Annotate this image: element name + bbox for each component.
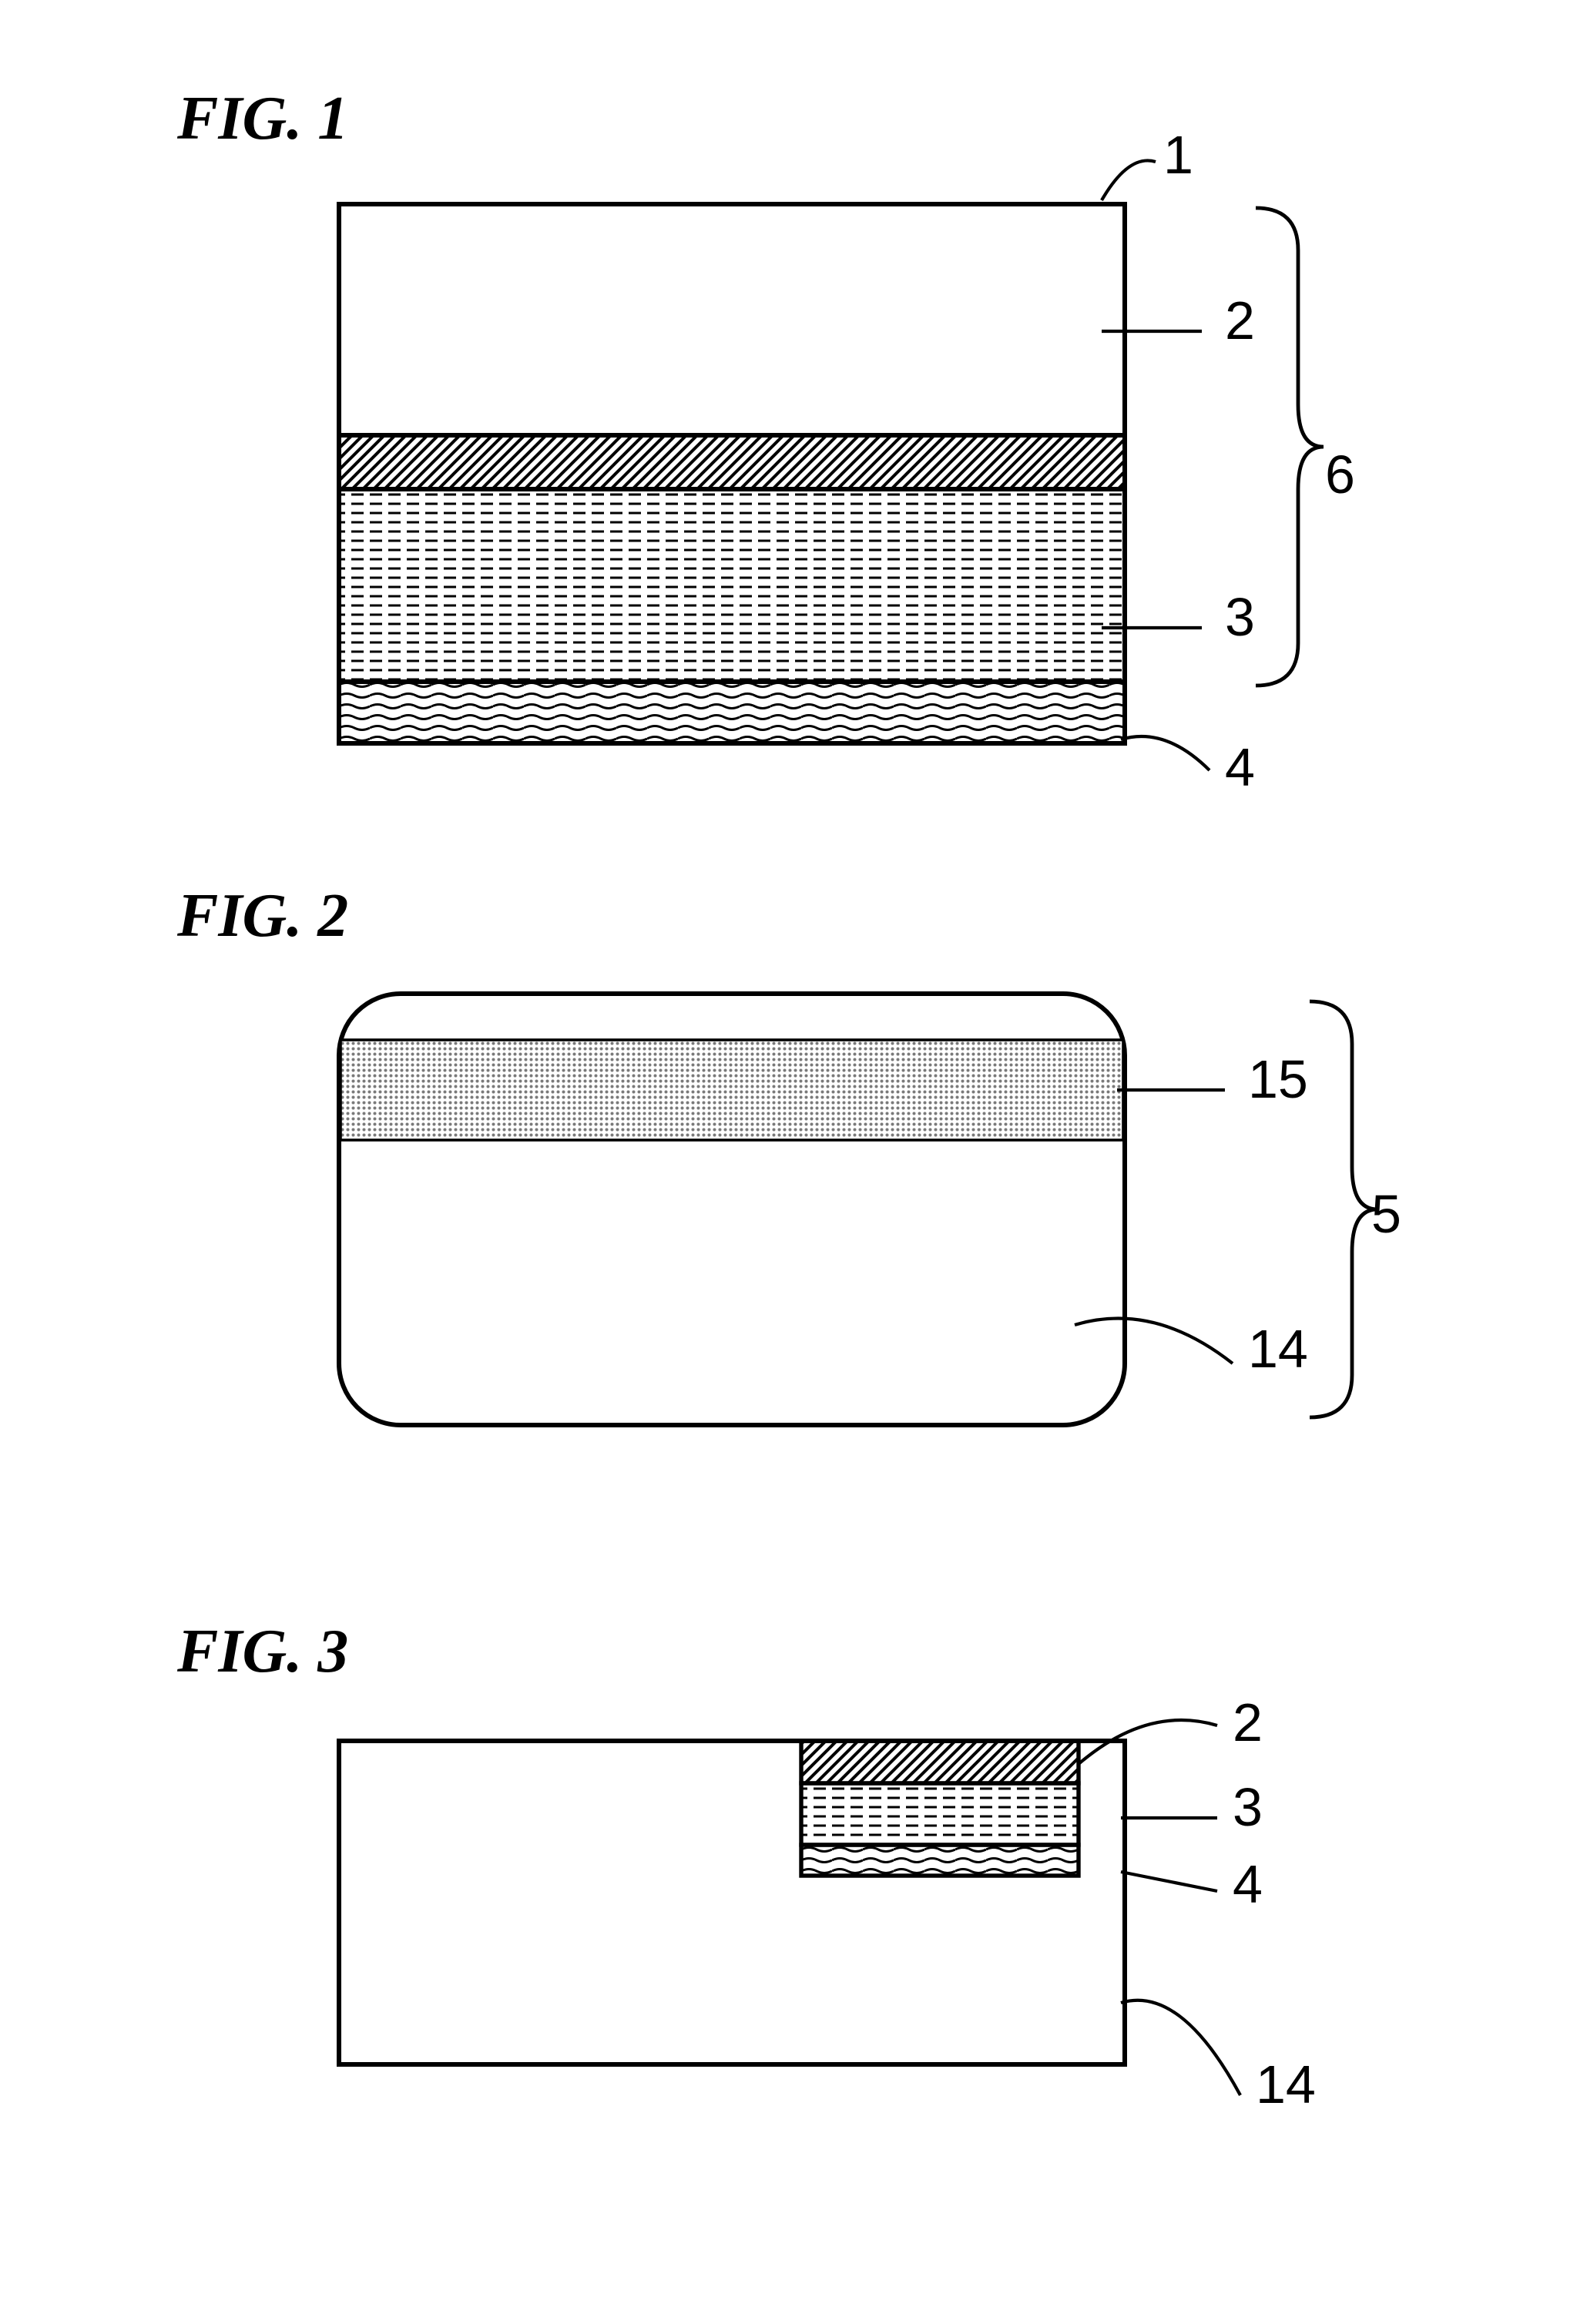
brace bbox=[1310, 1001, 1377, 1417]
label-text: 2 bbox=[1233, 1692, 1263, 1752]
label-text: 2 bbox=[1225, 290, 1255, 350]
label-text: 14 bbox=[1248, 1319, 1308, 1379]
label-text: 6 bbox=[1325, 444, 1355, 505]
label-text: 14 bbox=[1256, 2054, 1316, 2114]
leader-line bbox=[1102, 160, 1156, 200]
leader-line bbox=[1121, 736, 1210, 770]
label-text: FIG. 1 bbox=[176, 85, 348, 153]
label-text: 4 bbox=[1225, 737, 1255, 797]
label-text: 3 bbox=[1233, 1777, 1263, 1837]
label-text: 3 bbox=[1225, 587, 1255, 647]
label-text: FIG. 2 bbox=[176, 882, 348, 950]
label-text: FIG. 3 bbox=[176, 1618, 348, 1685]
leader-line bbox=[1121, 1872, 1217, 1891]
fig2-card bbox=[339, 994, 1125, 1425]
brace bbox=[1256, 208, 1324, 686]
leader-line bbox=[1121, 2000, 1240, 2095]
fig3-diagram bbox=[339, 1741, 1125, 2064]
label-text: 15 bbox=[1248, 1049, 1308, 1109]
label-text: 4 bbox=[1233, 1854, 1263, 1914]
fig1-diagram bbox=[339, 204, 1125, 743]
label-text: 1 bbox=[1163, 125, 1193, 185]
label-text: 5 bbox=[1371, 1184, 1401, 1244]
